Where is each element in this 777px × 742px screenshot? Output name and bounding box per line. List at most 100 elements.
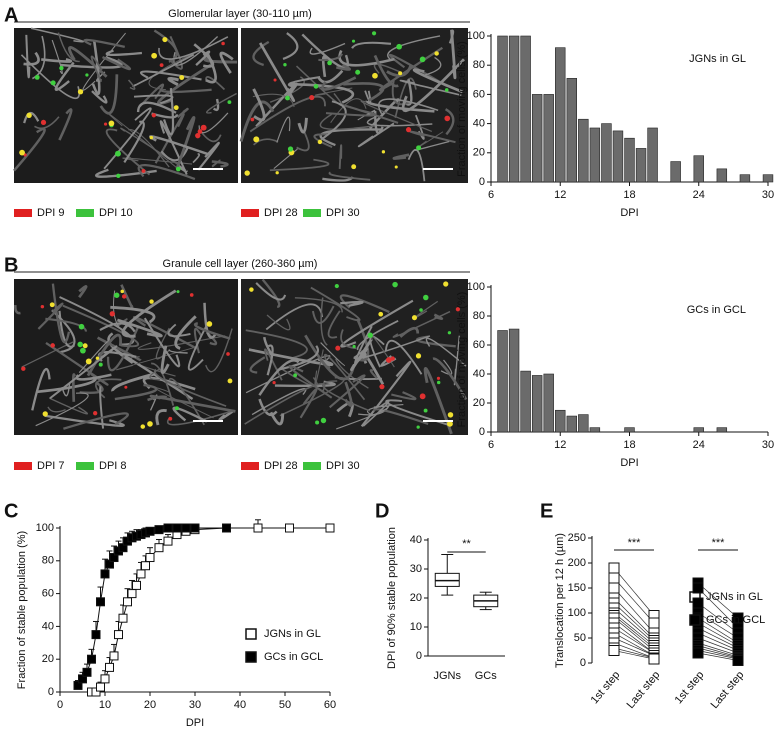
vessel	[203, 56, 238, 64]
cell	[287, 146, 294, 152]
cell	[120, 289, 125, 294]
vessel	[314, 349, 324, 386]
cell	[446, 420, 453, 427]
y-tick-label: 80	[473, 310, 485, 322]
marker	[181, 523, 191, 533]
vessel	[41, 58, 73, 63]
legend-label: DPI 30	[326, 207, 360, 219]
x-tick-label: 0	[57, 699, 63, 711]
vessel	[321, 76, 357, 91]
cell	[26, 112, 32, 118]
cell	[444, 88, 449, 92]
legend-label: DPI 8	[99, 460, 127, 472]
vessel	[167, 76, 179, 87]
x-tick-label: 24	[693, 439, 705, 451]
cell	[195, 132, 201, 139]
bar	[589, 427, 601, 433]
vessel	[384, 339, 423, 375]
pair-line	[613, 627, 655, 654]
bar	[543, 373, 554, 433]
vessel	[34, 116, 60, 130]
vessel	[338, 49, 395, 67]
vessel	[127, 79, 136, 90]
vessel	[14, 304, 21, 315]
vessel	[35, 392, 89, 427]
pair-line	[697, 632, 739, 651]
y-tick-label: 80	[42, 555, 54, 567]
vessel	[358, 404, 390, 416]
vessel	[340, 300, 364, 307]
vessel	[373, 408, 429, 425]
pair-line	[697, 637, 739, 654]
legend-label: DPI 10	[99, 207, 133, 219]
panel-letter: B	[4, 254, 18, 276]
vessel	[175, 116, 196, 170]
cell	[411, 315, 418, 321]
vessel	[140, 70, 202, 81]
vessel	[274, 380, 336, 388]
cell	[227, 100, 232, 105]
x-tick-label: 30	[762, 189, 774, 201]
vessel	[54, 61, 75, 91]
y-tick-label: 40	[473, 368, 485, 380]
legend-swatch	[14, 209, 32, 217]
vessel	[269, 411, 285, 426]
vessel	[424, 56, 442, 76]
y-tick-label: 0	[48, 686, 54, 698]
cell	[175, 166, 181, 172]
y-tick-label: 0	[580, 657, 586, 669]
bar	[693, 155, 704, 183]
vessel	[385, 399, 451, 427]
pair-line	[697, 647, 739, 659]
cell	[42, 411, 48, 417]
vessel	[329, 374, 366, 409]
panel-title: Glomerular layer (30-110 µm)	[168, 8, 312, 20]
vessel	[79, 381, 104, 394]
vessel	[354, 335, 431, 360]
vessel	[296, 130, 310, 152]
marker	[141, 561, 150, 571]
marker	[96, 682, 105, 692]
vessel	[91, 90, 108, 104]
y-tick-label: 250	[568, 532, 586, 544]
cell	[313, 83, 319, 89]
vessel	[245, 329, 308, 360]
cell	[455, 307, 461, 312]
bar	[624, 427, 635, 433]
x-tick-label: 24	[693, 189, 705, 201]
x-tick-label: 6	[488, 439, 494, 451]
marker	[608, 645, 620, 656]
pair-line	[613, 622, 655, 654]
legend-label: JGNs in GL	[264, 628, 321, 640]
marker	[692, 597, 704, 609]
vessel	[137, 164, 196, 181]
vessel	[357, 122, 395, 148]
vessel	[99, 322, 136, 333]
vessel	[218, 409, 235, 421]
vessel	[149, 368, 161, 381]
vessel	[90, 55, 103, 83]
vessel	[57, 32, 80, 63]
vessel	[45, 317, 87, 332]
pair-line	[613, 577, 655, 624]
vessel	[327, 310, 341, 339]
vessel	[106, 327, 139, 372]
cell	[162, 37, 168, 43]
cell	[151, 52, 158, 59]
vessel	[174, 315, 197, 350]
vessel	[290, 82, 355, 104]
bar	[762, 174, 774, 183]
vessel	[205, 52, 217, 84]
series-line	[91, 527, 330, 693]
y-tick-label: 40	[410, 534, 422, 546]
legend-label: DPI 30	[326, 460, 360, 472]
vessel	[139, 83, 165, 108]
vessel	[328, 171, 371, 181]
vessel	[45, 341, 109, 386]
legend-swatch	[14, 462, 32, 470]
y-tick-label: 100	[568, 607, 586, 619]
cell	[416, 145, 422, 151]
vessel	[212, 98, 220, 112]
significance: **	[462, 538, 471, 550]
x-axis-label: DPI	[620, 457, 638, 469]
